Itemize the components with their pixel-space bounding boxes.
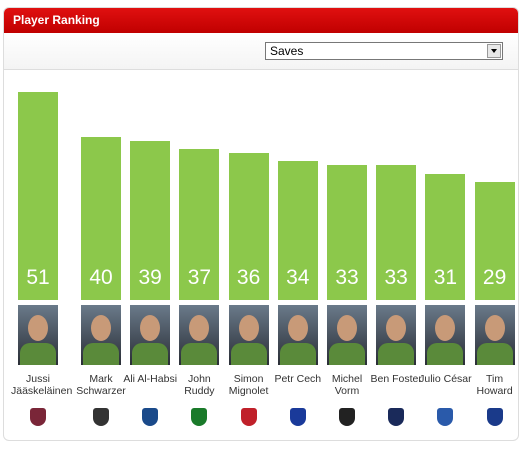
- club-badge: [30, 408, 46, 426]
- player-photo: [327, 305, 367, 365]
- player-photo: [425, 305, 466, 365]
- toolbar: Saves: [4, 33, 518, 70]
- photo-face: [28, 315, 48, 341]
- player-photo: [179, 305, 220, 365]
- photo-face: [189, 315, 210, 341]
- dropdown-value: Saves: [270, 44, 304, 58]
- player-name: Jussi Jääskeläinen: [11, 373, 73, 397]
- value-label: 33: [335, 266, 359, 289]
- photo-face: [337, 315, 357, 341]
- photo-face: [140, 315, 161, 341]
- photo-face: [287, 315, 308, 341]
- player-column[interactable]: 39 Ali Al-Habsi: [123, 70, 178, 440]
- club-badge: [93, 408, 109, 426]
- photo-shirt: [20, 343, 56, 365]
- photo-shirt: [230, 343, 267, 365]
- bar: [81, 136, 121, 300]
- player-name: Michel Vorm: [331, 373, 363, 397]
- player-photo: [277, 305, 318, 365]
- photo-shirt: [427, 343, 464, 365]
- player-column[interactable]: 31 Julio César: [419, 70, 472, 440]
- value-label: 37: [187, 266, 212, 289]
- club-badge: [486, 408, 503, 426]
- bar: [18, 91, 58, 300]
- player-column[interactable]: 33 Ben Foster: [370, 70, 422, 440]
- photo-shirt: [181, 343, 218, 365]
- bar: [376, 165, 417, 300]
- value-label: 34: [286, 266, 310, 289]
- photo-shirt: [83, 343, 119, 365]
- player-column[interactable]: 29 Tim Howard: [470, 70, 518, 440]
- value-label: 36: [236, 266, 261, 289]
- photo-shirt: [476, 343, 513, 365]
- photo-shirt: [132, 343, 169, 365]
- photo-face: [435, 315, 456, 341]
- club-badge: [142, 408, 159, 426]
- bar: [228, 153, 269, 300]
- club-badge: [191, 408, 208, 426]
- player-name: Ben Foster: [370, 373, 422, 385]
- player-photo: [130, 305, 171, 365]
- value-label: 29: [482, 266, 507, 289]
- club-badge: [437, 408, 454, 426]
- player-column[interactable]: 33 Michel Vorm: [322, 70, 372, 440]
- value-label: 39: [138, 266, 162, 289]
- bar: [277, 161, 318, 300]
- player-photo: [18, 305, 58, 365]
- chart: 51 Jussi Jääskeläinen 40 Mark Schwarzer 39 Al…: [4, 70, 518, 440]
- bar: [130, 140, 171, 300]
- value-label: 51: [26, 266, 50, 289]
- bar: [474, 181, 515, 300]
- value-label: 31: [433, 266, 458, 289]
- value-label: 33: [384, 266, 408, 289]
- player-column[interactable]: 51 Jussi Jääskeläinen: [11, 70, 73, 440]
- player-photo: [228, 305, 269, 365]
- club-badge: [289, 408, 306, 426]
- player-photo: [376, 305, 417, 365]
- bar: [179, 149, 220, 300]
- player-photo: [474, 305, 515, 365]
- photo-shirt: [279, 343, 316, 365]
- bar: [425, 173, 466, 300]
- widget-title: Player Ranking: [4, 8, 518, 33]
- club-badge: [339, 408, 355, 426]
- club-badge: [388, 408, 405, 426]
- photo-shirt: [329, 343, 365, 365]
- photo-face: [238, 315, 259, 341]
- stat-dropdown[interactable]: Saves: [265, 42, 503, 60]
- player-column[interactable]: 37 John Ruddy: [174, 70, 224, 440]
- player-name: Mark Schwarzer: [76, 373, 126, 397]
- value-label: 40: [89, 266, 113, 289]
- player-column[interactable]: 34 Petr Cech: [273, 70, 323, 440]
- player-column[interactable]: 40 Mark Schwarzer: [76, 70, 126, 440]
- player-name: John Ruddy: [184, 373, 215, 397]
- player-name: Ali Al-Habsi: [123, 373, 178, 385]
- photo-shirt: [378, 343, 415, 365]
- player-photo: [81, 305, 121, 365]
- player-column[interactable]: 36 Simon Mignolet: [224, 70, 274, 440]
- photo-face: [386, 315, 407, 341]
- player-name: Petr Cech: [274, 373, 322, 385]
- player-name: Tim Howard: [476, 373, 513, 397]
- player-name: Simon Mignolet: [228, 373, 269, 397]
- photo-face: [91, 315, 111, 341]
- dropdown-arrow[interactable]: [487, 44, 501, 58]
- widget: Player Ranking Saves 51 Jussi Jääskeläine…: [3, 7, 519, 441]
- club-badge: [240, 408, 257, 426]
- bar: [327, 165, 367, 300]
- photo-face: [484, 315, 505, 341]
- player-name: Julio César: [419, 373, 472, 385]
